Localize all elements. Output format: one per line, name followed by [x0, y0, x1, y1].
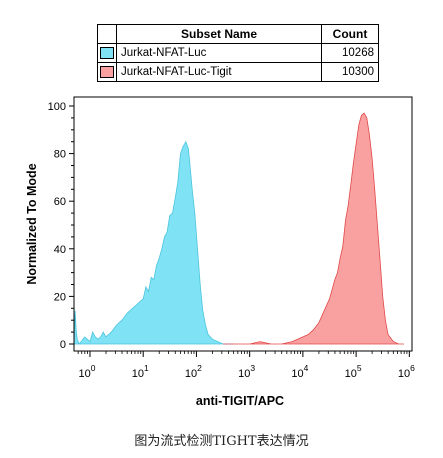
- x-tick-label: 105: [345, 363, 362, 380]
- x-tick-label: 103: [238, 363, 255, 380]
- legend-count: 10300: [321, 62, 379, 82]
- x-tick-label: 104: [291, 363, 308, 380]
- x-axis-label: anti-TIGIT/APC: [196, 394, 284, 408]
- legend-subset-name: Jurkat-NFAT-Luc-Tigit: [116, 62, 322, 82]
- legend-swatch-cyan: [100, 47, 114, 59]
- y-tick-label: 0: [60, 339, 66, 351]
- figure-caption: 图为流式检测TIGHT表达情况: [134, 434, 309, 449]
- y-axis: 0 20 40 60 80 100: [48, 101, 74, 351]
- histogram-series-cyan: [73, 140, 234, 345]
- legend-header-subset-name: Subset Name: [116, 24, 322, 44]
- histogram-chart: 0 20 40 60 80 100 100 101 102 103 104 105 106 Norma…: [25, 96, 415, 408]
- y-tick-label: 80: [54, 149, 66, 161]
- y-tick-label: 20: [54, 291, 66, 303]
- y-tick-label: 100: [48, 101, 66, 113]
- y-tick-label: 60: [54, 196, 66, 208]
- plot-frame: [73, 96, 413, 352]
- x-tick-label: 106: [398, 363, 415, 380]
- series-layer: [73, 112, 404, 345]
- x-axis: 100 101 102 103 104 105 106: [77, 351, 415, 380]
- legend-swatch-cell: [97, 62, 117, 82]
- legend-table: Subset Name Count Jurkat-NFAT-Luc 10268 …: [97, 24, 379, 82]
- legend-row: Jurkat-NFAT-Luc-Tigit 10300: [97, 62, 379, 82]
- legend-swatch-red: [100, 66, 114, 78]
- x-tick-label: 100: [78, 363, 95, 380]
- y-axis-label: Normalized To Mode: [25, 163, 39, 284]
- histogram-series-red: [223, 112, 404, 345]
- x-tick-label: 101: [132, 363, 149, 380]
- x-tick-label: 102: [185, 363, 202, 380]
- y-tick-label: 40: [54, 244, 66, 256]
